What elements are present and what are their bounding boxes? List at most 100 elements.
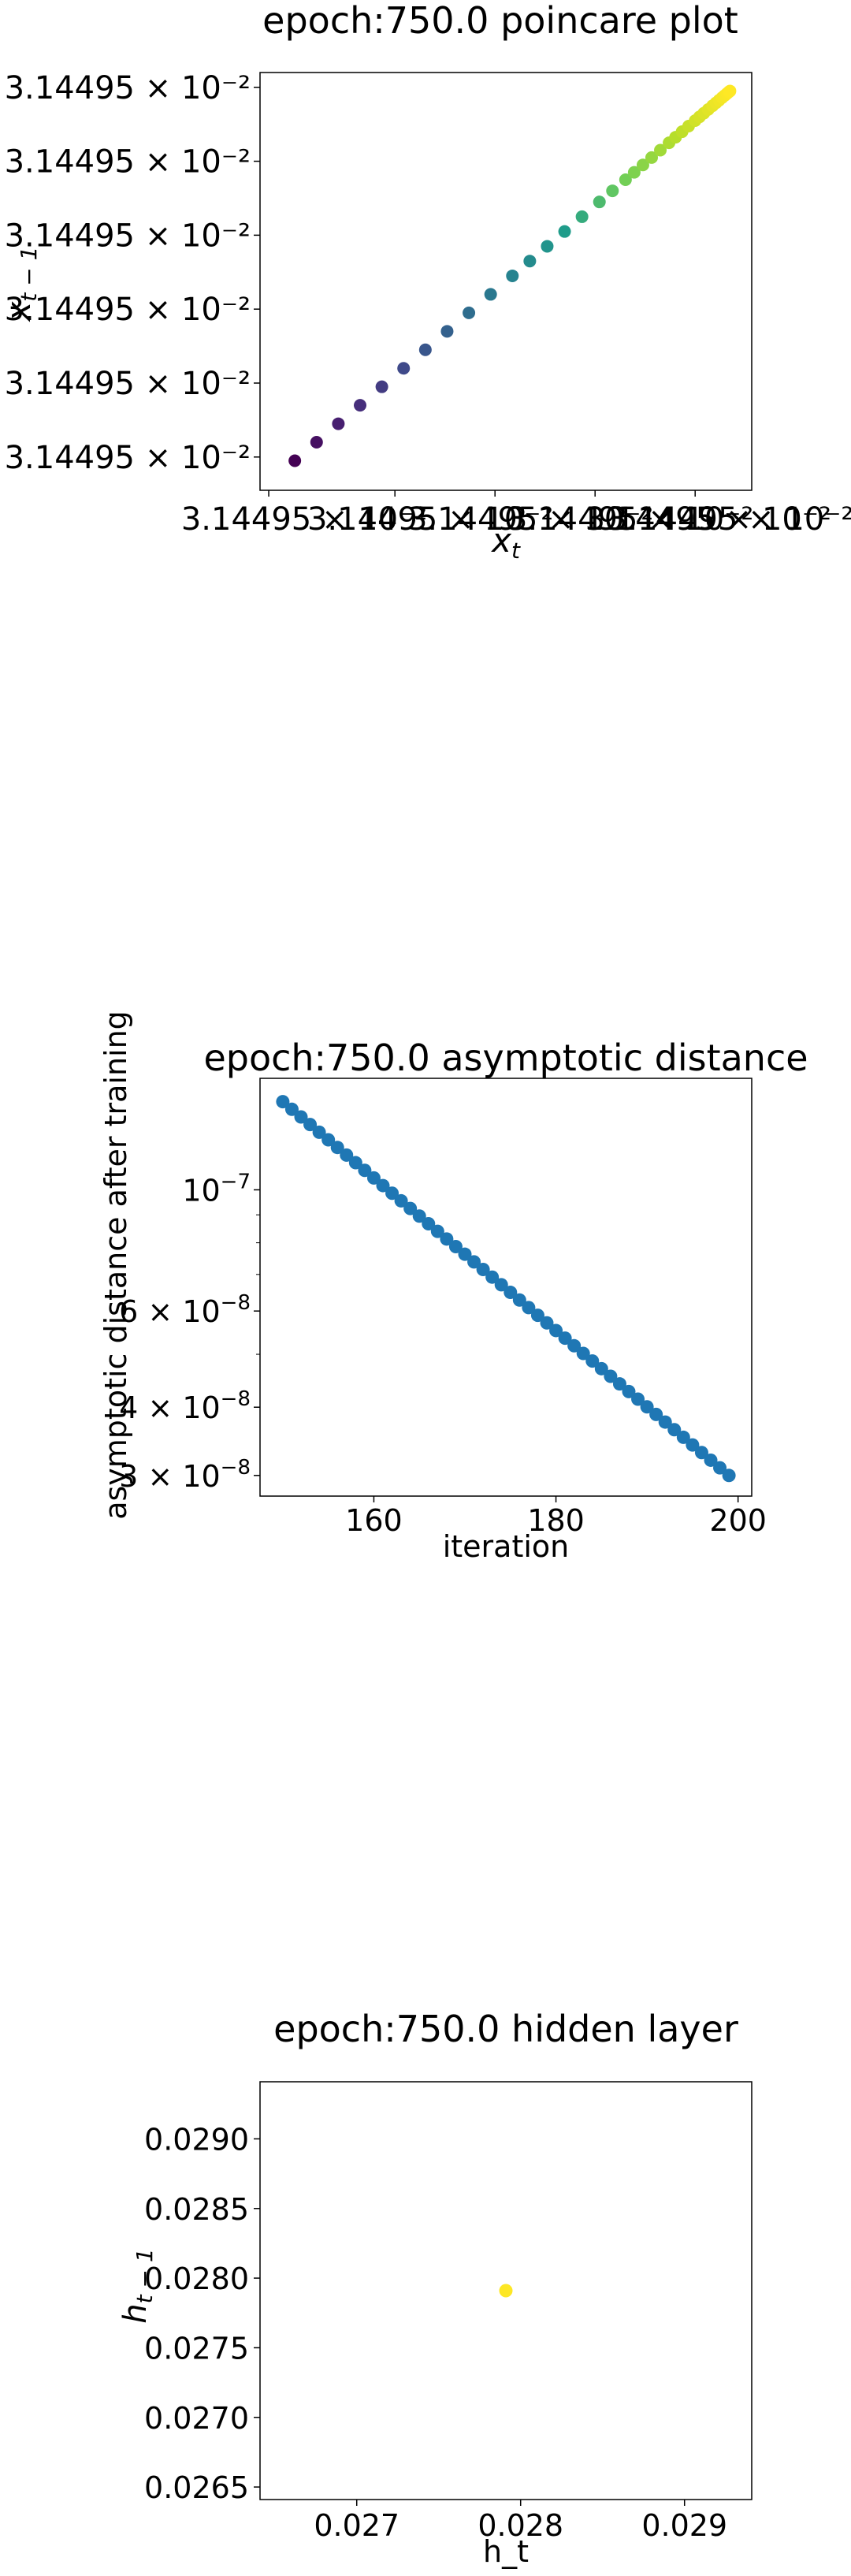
asymptotic-point: [312, 1125, 326, 1139]
poincare-x-tick-label: 3.14495 × 10⁻²: [307, 501, 553, 538]
hidden-y-tick-label: 0.0285: [144, 2192, 249, 2227]
asymptotic-point: [512, 1293, 526, 1307]
hidden-title: epoch:750.0 hidden layer: [273, 2008, 738, 2050]
poincare-point: [606, 184, 619, 198]
asymptotic-point: [476, 1263, 490, 1277]
poincare-point: [484, 288, 497, 301]
asymptotic-point: [422, 1216, 436, 1230]
asymptotic-point: [376, 1178, 390, 1193]
hidden-ticks: 0.027 0.028 0.029 0.0265 0.0270 0.0275 0.0280 0…: [144, 2122, 727, 2543]
asymptotic-point: [667, 1423, 682, 1437]
hidden-x-tick-label: 0.028: [478, 2508, 563, 2543]
hidden-y-tick-label: 0.0265: [144, 2470, 249, 2505]
asymptotic-point: [585, 1354, 600, 1368]
asymptotic-point: [567, 1338, 582, 1353]
hidden-plot-frame: [259, 2081, 753, 2500]
asymptotic-y-tick-label: 10−7: [182, 1170, 251, 1208]
hidden-x-tick-label: 0.027: [314, 2508, 399, 2543]
asymptotic-point: [294, 1110, 308, 1124]
asymptotic-point: [394, 1193, 408, 1208]
asymptotic-plot-frame: [259, 1078, 753, 1497]
poincare-y-tick-label: 3.14495 × 10⁻²: [5, 144, 251, 181]
poincare-point: [463, 306, 476, 319]
hidden-y-tick-label: 0.0280: [144, 2261, 249, 2296]
asymptotic-point: [340, 1148, 354, 1162]
poincare-x-tick-label: 3.14495 × 10⁻²: [407, 501, 653, 538]
asymptotic-point: [412, 1209, 426, 1223]
poincare-point: [506, 269, 519, 282]
poincare-point: [619, 173, 632, 187]
poincare-points: [288, 84, 737, 467]
asymptotic-chart: epoch:750.0 asymptotic distance 160 180 20…: [98, 1011, 808, 1564]
hidden-point: [499, 2284, 513, 2298]
poincare-point: [523, 255, 537, 268]
poincare-y-tick-label: 3.14495 × 10⁻²: [5, 292, 251, 328]
asymptotic-point: [330, 1141, 344, 1155]
poincare-point: [440, 325, 454, 338]
poincare-y-tick-label: 3.14495 × 10⁻²: [5, 218, 251, 254]
poincare-point: [593, 195, 606, 209]
asymptotic-points: [276, 1095, 736, 1483]
asymptotic-x-tick-label: 160: [345, 1503, 403, 1538]
poincare-y-tick-label: 3.14495 × 10⁻²: [5, 440, 251, 476]
asymptotic-point: [494, 1278, 508, 1292]
asymptotic-point: [348, 1156, 362, 1170]
poincare-point: [654, 143, 667, 157]
asymptotic-point: [276, 1095, 290, 1109]
asymptotic-point: [504, 1286, 518, 1300]
poincare-point: [558, 225, 571, 238]
asymptotic-ticks: 160 180 200 3 × 10−8 4 × 10−8 6 × 10−8 10−7: [119, 1170, 767, 1538]
asymptotic-point: [694, 1446, 708, 1460]
poincare-x-tick-label: 3.14495 × 10⁻²: [585, 501, 831, 538]
asymptotic-point: [594, 1361, 608, 1375]
poincare-ylabel: xt − 1: [0, 247, 42, 323]
asymptotic-point: [366, 1171, 381, 1185]
hidden-layer-chart: epoch:750.0 hidden layer 0.027 0.028 0.029…: [117, 2008, 753, 2569]
asymptotic-point: [303, 1118, 318, 1132]
poincare-point: [645, 151, 658, 164]
asymptotic-point: [604, 1369, 618, 1383]
poincare-point: [627, 166, 641, 179]
poincare-point: [418, 343, 432, 356]
poincare-point: [541, 240, 554, 253]
poincare-point: [332, 417, 345, 430]
asymptotic-point: [458, 1247, 472, 1261]
asymptotic-point: [530, 1308, 544, 1323]
asymptotic-point: [631, 1392, 645, 1406]
poincare-chart: epoch:750.0 poincare plot 3.14495 × 10⁻²…: [0, 0, 851, 564]
asymptotic-point: [403, 1201, 418, 1215]
asymptotic-point: [558, 1331, 572, 1346]
poincare-title: epoch:750.0 poincare plot: [262, 0, 738, 42]
poincare-x-tick-label: 3.14495 × 10⁻²: [608, 501, 851, 538]
asymptotic-x-tick-label: 180: [527, 1503, 585, 1538]
poincare-point: [575, 210, 589, 223]
asymptotic-point: [576, 1346, 590, 1361]
asymptotic-point: [713, 1461, 727, 1475]
asymptotic-point: [658, 1415, 672, 1429]
poincare-point: [310, 436, 323, 449]
hidden-y-tick-label: 0.0275: [144, 2331, 249, 2366]
poincare-ticks: 3.14495 × 10⁻²3.14495 × 10⁻²3.14495 × 10…: [5, 70, 851, 538]
hidden-y-tick-label: 0.0290: [144, 2122, 249, 2157]
poincare-point: [288, 454, 302, 467]
hidden-ylabel: ht − 1: [117, 2248, 158, 2323]
hidden-xlabel: h_t: [483, 2534, 529, 2569]
poincare-y-tick-label: 3.14495 × 10⁻²: [5, 70, 251, 106]
asymptotic-point: [321, 1133, 336, 1147]
poincare-point: [397, 362, 411, 375]
asymptotic-point: [448, 1239, 463, 1253]
asymptotic-point: [722, 1469, 736, 1483]
asymptotic-xlabel: iteration: [443, 1529, 570, 1564]
asymptotic-point: [686, 1438, 700, 1452]
poincare-point: [723, 84, 737, 98]
asymptotic-y-tick-label: 6 × 10−8: [119, 1291, 251, 1329]
poincare-plot-frame: [259, 72, 753, 491]
asymptotic-point: [467, 1255, 481, 1269]
asymptotic-point: [540, 1316, 554, 1330]
asymptotic-point: [640, 1400, 654, 1414]
poincare-y-tick-label: 3.14495 × 10⁻²: [5, 366, 251, 402]
asymptotic-point: [612, 1377, 626, 1391]
hidden-x-tick-label: 0.029: [641, 2508, 727, 2543]
asymptotic-point: [485, 1270, 500, 1284]
